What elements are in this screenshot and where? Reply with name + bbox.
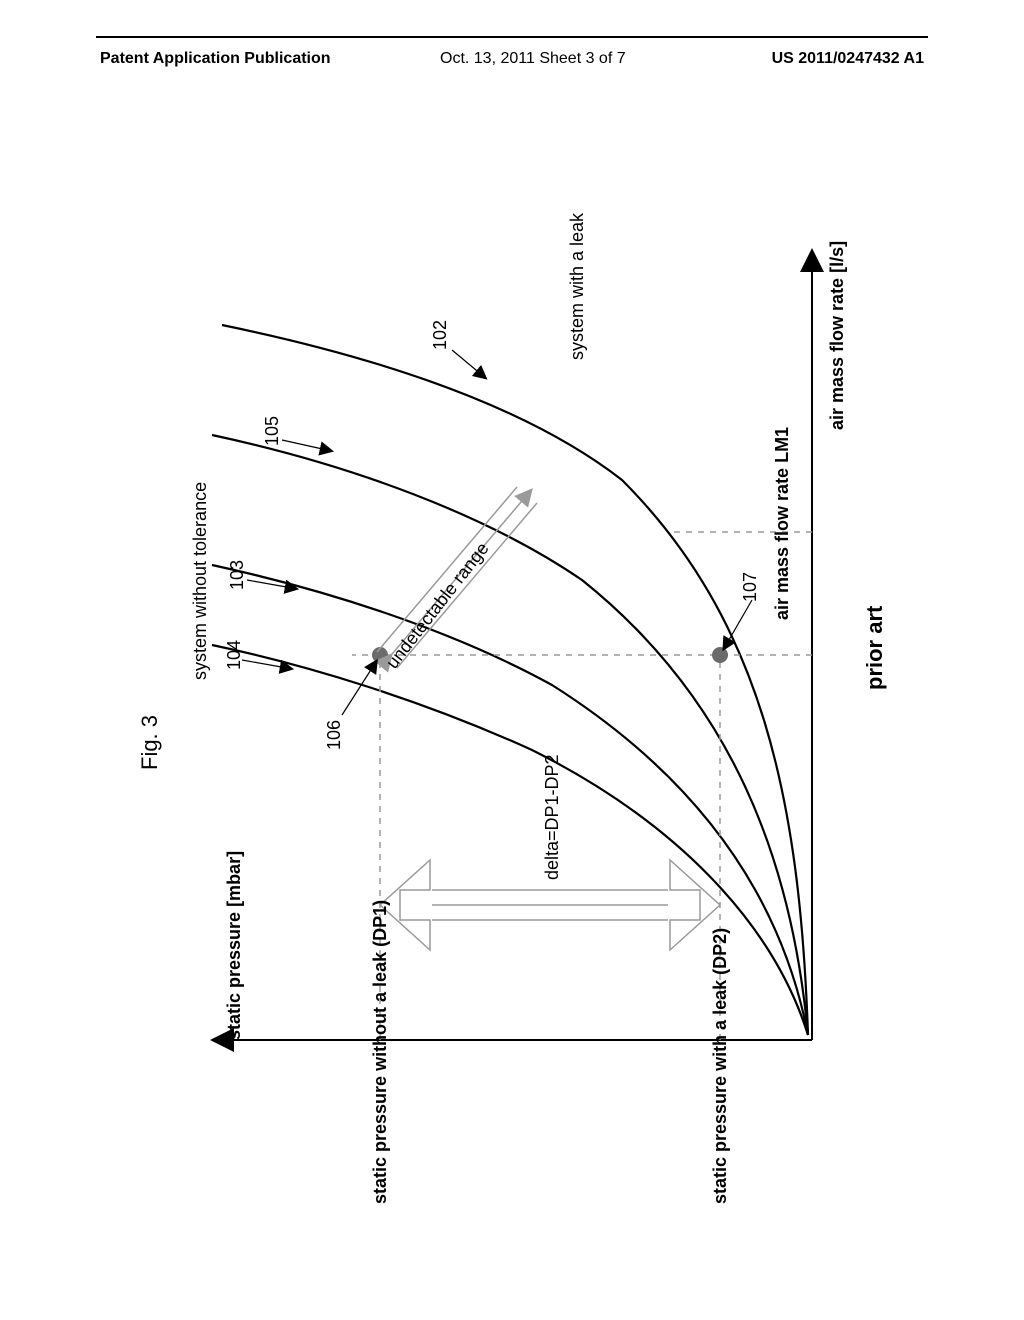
lm1-label: air mass flow rate LM1	[772, 427, 793, 620]
header-rule	[96, 36, 928, 38]
lead-102	[452, 350, 482, 375]
dp2-label: static pressure with a leak (DP2)	[710, 928, 731, 1204]
ref-102: 102	[430, 320, 451, 350]
chart: Fig. 3	[132, 180, 892, 1220]
plot-svg	[132, 180, 892, 1220]
header-left: Patent Application Publication	[100, 50, 331, 68]
ref-104: 104	[224, 640, 245, 670]
label-system-leak: system with a leak	[567, 213, 588, 360]
lead-107	[726, 600, 752, 645]
prior-art: prior art	[862, 606, 888, 690]
ref-105: 105	[262, 416, 283, 446]
lead-106	[342, 665, 374, 715]
delta-label: delta=DP1-DP2	[542, 754, 563, 880]
x-axis-label: air mass flow rate [l/s]	[827, 241, 848, 430]
header-mid: Oct. 13, 2011 Sheet 3 of 7	[440, 50, 626, 68]
ref-103: 103	[227, 560, 248, 590]
ref-106: 106	[324, 720, 345, 750]
y-axis-label: static pressure [mbar]	[224, 851, 245, 1040]
header-right: US 2011/0247432 A1	[772, 50, 924, 68]
point-107	[712, 647, 728, 663]
lead-105	[282, 440, 327, 450]
page: Patent Application Publication Oct. 13, …	[0, 0, 1024, 1320]
ref-107: 107	[740, 572, 761, 602]
figure-rotated-container: Fig. 3	[132, 180, 892, 1220]
label-system-no-tol: system without tolerance	[190, 482, 211, 680]
dp1-label: static pressure without a leak (DP1)	[370, 900, 391, 1204]
lead-103	[247, 580, 292, 588]
